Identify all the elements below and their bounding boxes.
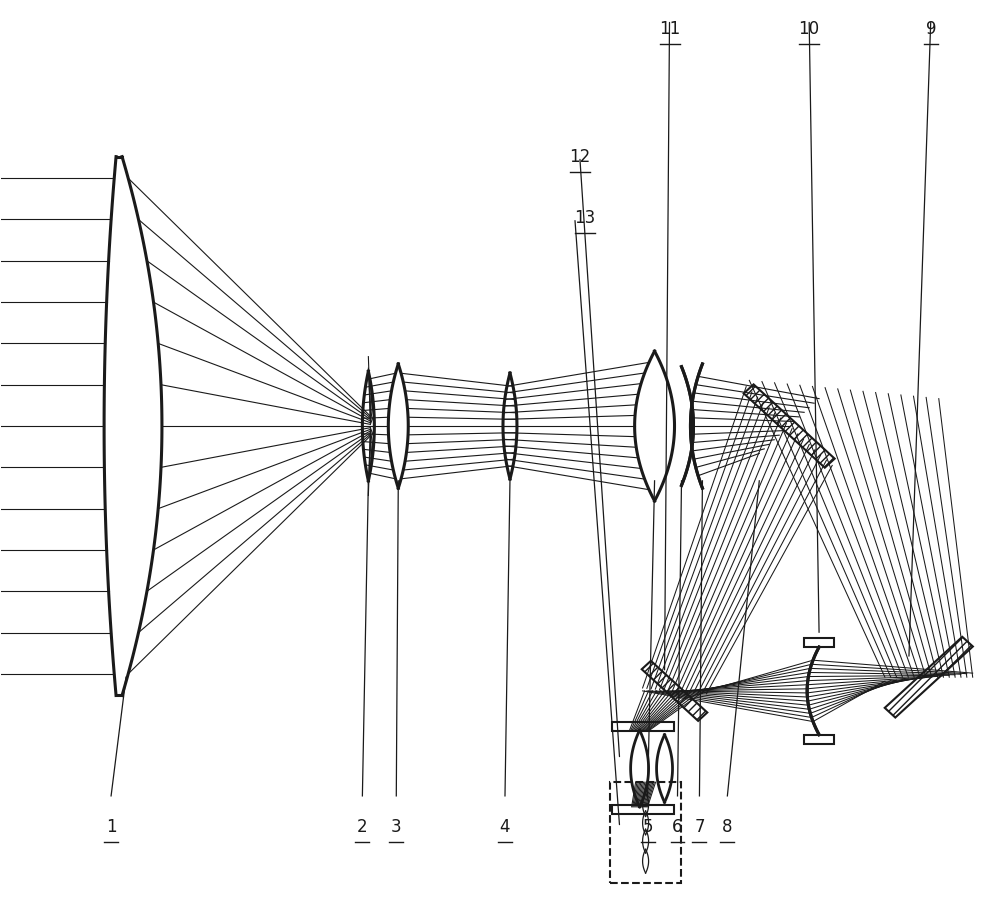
Bar xyxy=(612,805,674,814)
Text: 4: 4 xyxy=(500,818,510,836)
Text: 12: 12 xyxy=(569,147,590,166)
Text: 6: 6 xyxy=(672,818,683,836)
Bar xyxy=(610,782,681,883)
Text: 2: 2 xyxy=(357,818,368,836)
Bar xyxy=(744,385,835,468)
Bar xyxy=(885,637,973,717)
Text: 1: 1 xyxy=(106,818,116,836)
Bar xyxy=(804,638,834,647)
Text: 8: 8 xyxy=(722,818,733,836)
Bar xyxy=(804,735,834,744)
Text: 10: 10 xyxy=(799,20,820,38)
Text: 3: 3 xyxy=(391,818,402,836)
Text: 11: 11 xyxy=(659,20,680,38)
Text: 13: 13 xyxy=(574,209,595,227)
Text: 5: 5 xyxy=(642,818,653,836)
Text: 9: 9 xyxy=(926,20,936,38)
Bar xyxy=(612,722,674,731)
Bar xyxy=(642,660,707,721)
Text: 7: 7 xyxy=(694,818,705,836)
